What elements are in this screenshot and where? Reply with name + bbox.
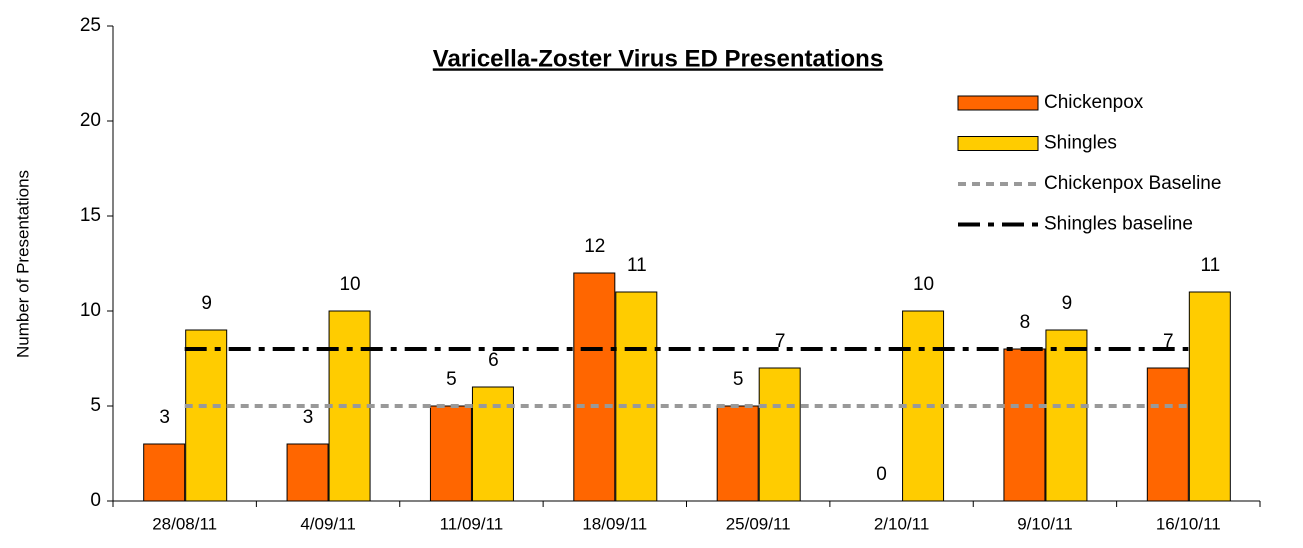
legend-label: Chickenpox — [1044, 92, 1144, 113]
bar — [758, 367, 801, 502]
data-label: 10 — [339, 274, 360, 295]
data-label: 9 — [201, 293, 212, 314]
data-label: 7 — [1163, 331, 1174, 352]
bar — [1003, 348, 1046, 502]
bar — [185, 329, 228, 502]
y-tick-label: 15 — [80, 205, 101, 226]
legend-label: Chickenpox Baseline — [1044, 173, 1221, 194]
bar — [615, 291, 658, 502]
bar — [1188, 291, 1231, 502]
bar — [1146, 367, 1189, 502]
x-tick-label: 11/09/11 — [440, 514, 504, 533]
bar — [573, 272, 616, 502]
bar — [716, 405, 759, 502]
x-tick-label: 18/09/11 — [582, 514, 647, 533]
data-label: 9 — [1062, 293, 1073, 314]
y-tick-label: 5 — [90, 395, 101, 416]
y-tick-label: 25 — [80, 15, 101, 36]
y-tick-label: 0 — [90, 490, 101, 511]
data-label: 5 — [446, 369, 457, 390]
data-label: 11 — [1200, 255, 1220, 276]
data-label: 10 — [913, 274, 934, 295]
legend-label: Shingles — [1044, 133, 1117, 154]
data-label: 3 — [159, 407, 170, 428]
legend-label: Shingles baseline — [1044, 214, 1193, 235]
bar — [143, 443, 186, 502]
chart-title: Varicella-Zoster Virus ED Presentations — [433, 45, 883, 72]
x-tick-label: 28/08/11 — [152, 514, 217, 533]
data-label: 0 — [876, 464, 887, 485]
y-tick-label: 10 — [80, 300, 101, 321]
data-label: 3 — [303, 407, 314, 428]
bar — [328, 310, 371, 502]
data-label: 11 — [627, 255, 647, 276]
x-tick-label: 25/09/11 — [726, 514, 791, 533]
data-label: 8 — [1020, 312, 1031, 333]
bar — [1045, 329, 1088, 502]
x-tick-label: 9/10/11 — [1017, 514, 1072, 533]
legend-swatch — [957, 95, 1039, 111]
bar — [902, 310, 945, 502]
y-axis-label: Number of Presentations — [13, 170, 32, 358]
data-label: 7 — [775, 331, 786, 352]
data-label: 12 — [584, 236, 605, 257]
x-tick-label: 2/10/11 — [874, 514, 929, 533]
x-tick-label: 16/10/11 — [1156, 514, 1221, 533]
data-label: 6 — [488, 350, 499, 371]
x-tick-label: 4/09/11 — [300, 514, 355, 533]
y-tick-label: 20 — [80, 110, 101, 131]
legend-swatch — [957, 136, 1039, 151]
data-label: 5 — [733, 369, 744, 390]
bar — [429, 405, 472, 502]
bar — [286, 443, 329, 502]
